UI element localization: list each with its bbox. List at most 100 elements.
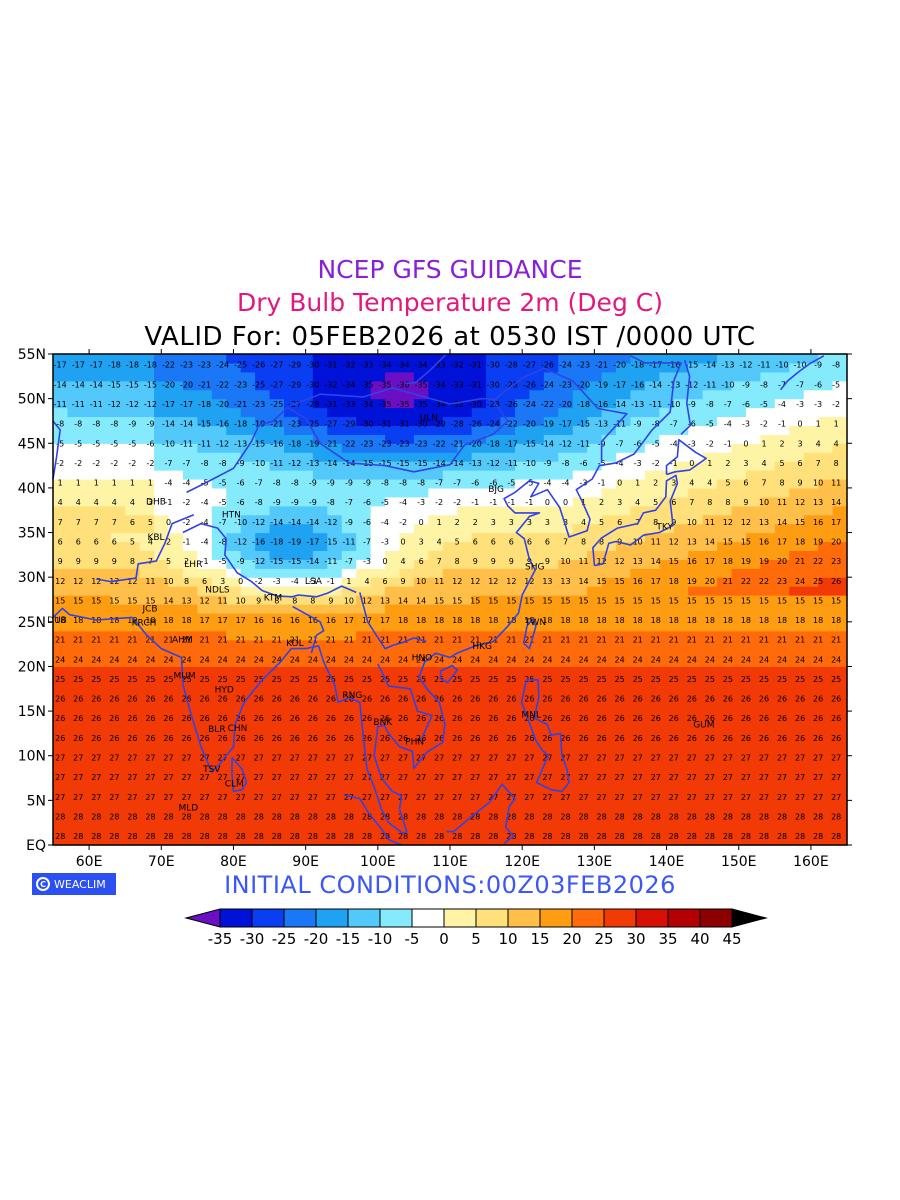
- grid-value: -35: [415, 400, 428, 409]
- grid-value: 0: [617, 479, 622, 488]
- grid-value: -14: [306, 518, 319, 527]
- grid-value: 22: [741, 577, 751, 586]
- grid-value: 28: [615, 832, 625, 841]
- grid-value: 26: [163, 734, 173, 743]
- grid-value: 28: [434, 812, 444, 821]
- grid-value: 27: [416, 793, 426, 802]
- grid-value: 26: [199, 734, 209, 743]
- grid-value: 9: [112, 557, 117, 566]
- grid-value: -15: [252, 439, 265, 448]
- grid-value: 27: [434, 773, 444, 782]
- colorbar-box: [667, 908, 701, 928]
- grid-value: -34: [397, 361, 410, 370]
- grid-value: 21: [344, 636, 354, 645]
- grid-value: 28: [181, 812, 191, 821]
- grid-value: 27: [615, 754, 625, 763]
- grid-value: 26: [55, 734, 65, 743]
- station-label-ahm: AHM: [172, 636, 193, 646]
- grid-value: -2: [760, 420, 768, 429]
- grid-value: -11: [180, 439, 193, 448]
- grid-value: 24: [669, 655, 679, 664]
- grid-value: 3: [563, 518, 568, 527]
- grid-value: 28: [91, 832, 101, 841]
- grid-value: 26: [741, 734, 751, 743]
- grid-value: 6: [58, 537, 63, 546]
- grid-value: 18: [55, 616, 65, 625]
- grid-value: 26: [344, 695, 354, 704]
- station-label-kbl: KBL: [147, 533, 164, 543]
- grid-value: -22: [505, 420, 518, 429]
- grid-value: -20: [613, 361, 626, 370]
- grid-value: 27: [705, 773, 715, 782]
- grid-value: 8: [455, 557, 460, 566]
- grid-value: 28: [488, 812, 498, 821]
- grid-value: -19: [595, 380, 608, 389]
- grid-value: -20: [216, 400, 229, 409]
- grid-value: 28: [362, 832, 372, 841]
- grid-value: 26: [272, 734, 282, 743]
- grid-value: 3: [671, 479, 676, 488]
- grid-value: 1: [346, 577, 351, 586]
- grid-value: 24: [723, 655, 733, 664]
- grid-value: 28: [308, 812, 318, 821]
- grid-value: 12: [55, 577, 65, 586]
- grid-value: 28: [163, 812, 173, 821]
- grid-value: -11: [613, 420, 626, 429]
- grid-value: 18: [127, 616, 137, 625]
- grid-value: 27: [236, 773, 246, 782]
- grid-value: -13: [306, 459, 319, 468]
- grid-value: 9: [743, 498, 748, 507]
- grid-value: 1: [635, 479, 640, 488]
- grid-value: 11: [651, 537, 661, 546]
- grid-value: 27: [813, 754, 823, 763]
- grid-value: 15: [615, 577, 625, 586]
- grid-value: 28: [416, 812, 426, 821]
- grid-value: 27: [398, 773, 408, 782]
- grid-value: -16: [270, 439, 283, 448]
- grid-value: 24: [272, 655, 282, 664]
- grid-value: 5: [166, 557, 171, 566]
- grid-value: -6: [237, 498, 245, 507]
- grid-value: -23: [360, 439, 373, 448]
- grid-value: -7: [453, 479, 461, 488]
- grid-value: -12: [126, 400, 139, 409]
- grid-value: 15: [560, 596, 570, 605]
- grid-value: 7: [58, 518, 63, 527]
- grid-value: 28: [560, 832, 570, 841]
- grid-value: -15: [397, 459, 410, 468]
- grid-value: 2: [653, 479, 658, 488]
- grid-value: -7: [219, 518, 227, 527]
- grid-value: 22: [813, 557, 823, 566]
- grid-value: -7: [724, 400, 732, 409]
- grid-value: -8: [381, 479, 389, 488]
- grid-value: 0: [798, 420, 803, 429]
- grid-value: 6: [743, 479, 748, 488]
- grid-value: -30: [415, 420, 428, 429]
- grid-value: 6: [76, 537, 81, 546]
- grid-value: 18: [524, 616, 534, 625]
- grid-value: -5: [128, 439, 136, 448]
- grid-value: 23: [777, 577, 787, 586]
- grid-value: 12: [723, 518, 733, 527]
- station-label-shg: SHG: [525, 562, 544, 572]
- grid-value: -11: [703, 380, 716, 389]
- grid-value: -3: [309, 577, 317, 586]
- title-line-2: Dry Bulb Temperature 2m (Deg C): [237, 288, 663, 317]
- grid-value: -31: [324, 400, 337, 409]
- grid-value: 19: [687, 577, 697, 586]
- grid-value: 4: [635, 498, 640, 507]
- grid-value: 9: [473, 557, 478, 566]
- grid-value: -14: [703, 361, 716, 370]
- station-label-gum: GUM: [693, 720, 714, 730]
- grid-value: -2: [183, 498, 191, 507]
- grid-value: -22: [433, 439, 446, 448]
- grid-value: 27: [55, 773, 65, 782]
- grid-value: 24: [633, 655, 643, 664]
- grid-value: -9: [345, 479, 353, 488]
- grid-value: 27: [73, 754, 83, 763]
- colorbar-label: 15: [530, 930, 549, 948]
- logo-text: WEACLIM: [54, 877, 106, 891]
- grid-value: 28: [272, 832, 282, 841]
- grid-value: 27: [236, 793, 246, 802]
- grid-value: 11: [434, 577, 444, 586]
